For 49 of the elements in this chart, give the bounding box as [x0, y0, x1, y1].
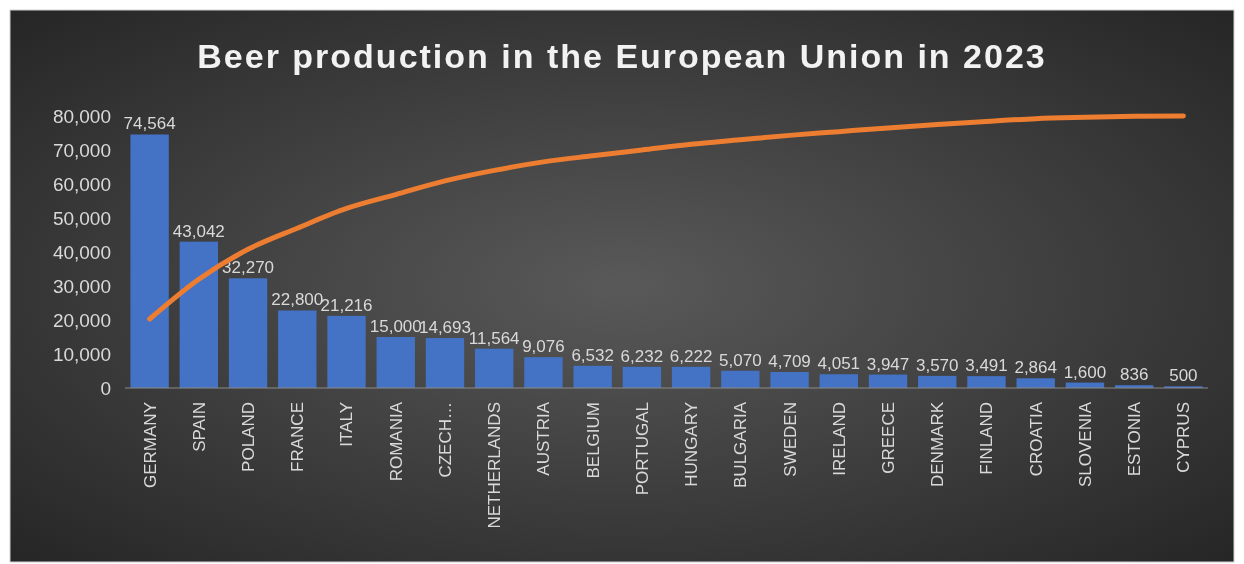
x-tick-label: SPAIN	[189, 402, 209, 452]
x-tick-label: SLOVENIA	[1075, 401, 1095, 488]
data-label: 6,232	[620, 346, 664, 366]
x-tick-label: CZECH…	[435, 402, 455, 478]
data-label: 500	[1169, 366, 1198, 386]
data-label: 6,222	[669, 346, 713, 366]
data-label: 3,491	[965, 356, 1008, 376]
y-tick-label: 10,000	[52, 343, 111, 365]
data-label: 1,600	[1063, 362, 1107, 382]
x-tick-label: PORTUGAL	[632, 402, 652, 496]
y-tick-label: 80,000	[52, 105, 111, 127]
x-tick-label: DENMARK	[928, 401, 948, 488]
x-tick-label: CROATIA	[1026, 401, 1046, 477]
x-tick-label: IRELAND	[829, 402, 849, 476]
data-label: 836	[1119, 365, 1149, 385]
x-tick-label: ITALY	[337, 402, 357, 447]
x-tick-label: GERMANY	[140, 402, 160, 488]
y-tick-label: 0	[100, 377, 111, 399]
data-label: 5,070	[719, 350, 762, 370]
data-label: 4,051	[817, 354, 861, 374]
data-label: 74,564	[123, 114, 176, 134]
chart-title: Beer production in the European Union in 2023	[197, 37, 1047, 75]
x-tick-label: ROMANIA	[386, 401, 406, 482]
x-tick-label: POLAND	[239, 402, 259, 472]
x-tick-label: BULGARIA	[731, 401, 751, 488]
data-label: 43,042	[172, 221, 225, 241]
data-label: 3,570	[915, 355, 959, 375]
x-tick-label: GREECE	[878, 402, 898, 474]
data-label: 9,076	[522, 337, 565, 357]
x-tick-label: HUNGARY	[682, 402, 702, 487]
x-tick-label: FRANCE	[288, 402, 308, 472]
data-label: 3,947	[866, 354, 910, 374]
x-tick-label: AUSTRIA	[534, 401, 554, 476]
x-tick-label: BELGIUM	[583, 402, 603, 479]
data-label: 15,000	[369, 317, 422, 336]
y-tick-label: 50,000	[52, 207, 111, 229]
y-tick-label: 20,000	[52, 309, 111, 331]
x-tick-label: NETHERLANDS	[485, 402, 505, 529]
y-tick-label: 30,000	[52, 275, 111, 297]
y-tick-label: 40,000	[52, 241, 111, 263]
data-label: 4,709	[768, 351, 811, 371]
x-tick-label: ESTONIA	[1125, 401, 1145, 477]
x-tick-label: CYPRUS	[1174, 402, 1194, 473]
data-label: 2,864	[1014, 358, 1057, 378]
x-tick-label: FINLAND	[977, 402, 997, 475]
y-tick-label: 60,000	[52, 173, 111, 195]
y-tick-label: 70,000	[52, 139, 111, 161]
x-tick-label: SWEDEN	[780, 402, 800, 477]
data-label: 6,532	[571, 345, 614, 365]
